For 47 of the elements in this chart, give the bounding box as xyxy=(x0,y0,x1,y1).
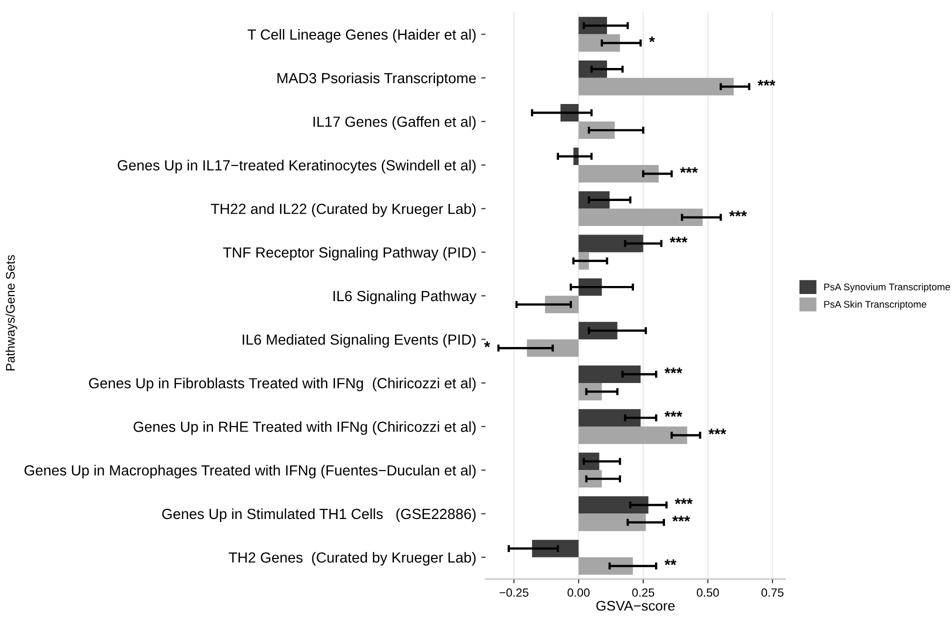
bar xyxy=(578,165,659,182)
y-tick-label: TH22 and IL22 (Curated by Krueger Lab) xyxy=(210,203,476,217)
data-label: * xyxy=(649,36,655,42)
y-tick-label: TH2 Genes (Curated by Krueger Lab) xyxy=(228,552,476,566)
y-axis-title: Pathways/Gene Sets xyxy=(6,255,18,370)
bar xyxy=(526,339,579,357)
y-tick-label: Genes Up in Fibroblasts Treated with IFNg (Chiricozzi et al) xyxy=(89,378,476,392)
data-label: *** xyxy=(680,167,698,173)
data-label: *** xyxy=(674,498,693,504)
data-label: * xyxy=(484,342,490,348)
bar xyxy=(578,366,641,383)
bar xyxy=(578,409,641,427)
y-tick-label: IL17 Genes (Gaffen et al) xyxy=(314,116,476,130)
bar xyxy=(578,426,688,444)
y-tick-label: MAD3 Psoriasis Transcriptome xyxy=(278,72,476,86)
x-tick-label: 0.00 xyxy=(568,588,590,597)
data-label: *** xyxy=(664,368,682,374)
bar xyxy=(578,78,734,96)
x-axis-title: GSVA−score xyxy=(596,600,675,611)
data-label: *** xyxy=(672,516,690,522)
y-tick-label: IL6 Signaling Pathway xyxy=(334,290,476,304)
x-tick-label: −0.25 xyxy=(500,588,528,597)
y-tick-label: T Cell Lineage Genes (Haider et al) xyxy=(248,29,476,43)
data-label: *** xyxy=(758,80,776,86)
y-tick-label: IL6 Mediated Signaling Events (PID) xyxy=(242,334,476,348)
data-label: *** xyxy=(664,411,682,417)
y-tick-label: Genes Up in IL17−treated Keratinocytes (Swindell et al) xyxy=(118,160,476,174)
data-label: *** xyxy=(708,428,726,434)
y-tick-label: Genes Up in RHE Treated with IFNg (Chiricozzi et al) xyxy=(134,421,476,435)
bar xyxy=(532,540,579,558)
data-label: *** xyxy=(729,210,747,216)
legend-label: PsA Synovium Transcriptome xyxy=(824,283,950,292)
data-label: ** xyxy=(664,559,676,566)
bar xyxy=(578,514,646,532)
y-tick-label: Genes Up in Macrophages Treated with IFNg (Fuentes−Duculan et al) xyxy=(24,464,476,478)
bar xyxy=(578,234,644,252)
x-tick-label: 0.75 xyxy=(761,588,784,597)
bar xyxy=(578,208,703,226)
bar xyxy=(578,34,620,52)
legend-label: PsA Skin Transcriptome xyxy=(824,300,926,310)
y-tick-label: Genes Up in Stimulated TH1 Cells (GSE22886) xyxy=(162,508,476,522)
x-tick-label: 0.25 xyxy=(632,588,654,597)
bar xyxy=(578,557,633,575)
bar xyxy=(578,496,648,514)
x-tick-label: 0.50 xyxy=(696,588,719,597)
data-label: *** xyxy=(670,236,688,243)
y-tick-label: TNF Receptor Signaling Pathway (PID) xyxy=(223,246,476,261)
